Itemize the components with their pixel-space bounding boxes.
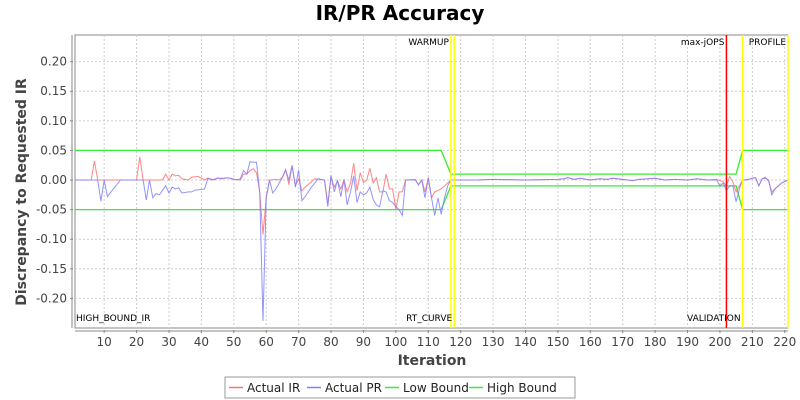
x-tick-label: 40 xyxy=(194,335,209,349)
y-tick-label: -0.15 xyxy=(36,262,67,276)
marker-label: PROFILE xyxy=(749,38,787,48)
marker-label: max-jOPS xyxy=(681,38,725,48)
x-axis-label: Iteration xyxy=(398,353,467,369)
legend-label: Actual PR xyxy=(325,381,382,395)
y-tick-label: -0.20 xyxy=(36,291,67,305)
legend: Actual IR Actual PR Low Bound High Bound xyxy=(224,376,576,399)
y-tick-label: 0.20 xyxy=(40,55,67,69)
x-tick-label: 10 xyxy=(97,335,112,349)
x-tick-label: 140 xyxy=(514,335,537,349)
x-tick-label: 120 xyxy=(449,335,472,349)
x-tick-label: 80 xyxy=(323,335,338,349)
y-axis-label: Discrepancy to Requested IR xyxy=(14,78,30,306)
series-line-actual-pr xyxy=(75,161,789,321)
y-tick-label: 0.10 xyxy=(40,114,67,128)
chart-title: IR/PR Accuracy xyxy=(316,1,485,25)
x-tick-label: 90 xyxy=(356,335,371,349)
marker-label: WARMUP xyxy=(408,38,449,48)
series-line-high-bound xyxy=(75,149,788,175)
series-line-low-bound xyxy=(75,185,788,211)
y-tick-label: 0.15 xyxy=(40,84,67,98)
x-tick-label: 100 xyxy=(384,335,407,349)
legend-box xyxy=(224,376,576,399)
plot-background xyxy=(74,34,789,329)
legend-label: Low Bound xyxy=(403,381,469,395)
legend-label: Actual IR xyxy=(247,381,300,395)
y-tick-label: -0.10 xyxy=(36,232,67,246)
x-tick-label: 150 xyxy=(546,335,569,349)
x-tick-label: 130 xyxy=(482,335,505,349)
x-tick-label: 180 xyxy=(644,335,667,349)
x-tick-label: 210 xyxy=(741,335,764,349)
y-tick-label: 0.05 xyxy=(40,143,67,157)
x-tick-label: 20 xyxy=(129,335,144,349)
x-tick-label: 110 xyxy=(417,335,440,349)
marker-label: RT_CURVE xyxy=(406,314,452,324)
x-tick-label: 50 xyxy=(226,335,241,349)
y-tick-label: -0.05 xyxy=(36,203,67,217)
x-tick-label: 220 xyxy=(773,335,796,349)
x-tick-label: 60 xyxy=(259,335,274,349)
marker-label: HIGH_BOUND_IR xyxy=(76,314,150,324)
x-tick-label: 30 xyxy=(161,335,176,349)
x-tick-label: 190 xyxy=(676,335,699,349)
y-tick-label: 0.00 xyxy=(40,173,67,187)
x-tick-label: 70 xyxy=(291,335,306,349)
x-tick-label: 170 xyxy=(611,335,634,349)
marker-label: VALIDATION xyxy=(687,314,741,324)
x-tick-label: 160 xyxy=(579,335,602,349)
x-tick-label: 200 xyxy=(708,335,731,349)
legend-label: High Bound xyxy=(487,381,557,395)
plot-area: 10 20 30 40 50 60 70 80 90 100 110 120 130 140 150 160 1… xyxy=(36,34,796,349)
